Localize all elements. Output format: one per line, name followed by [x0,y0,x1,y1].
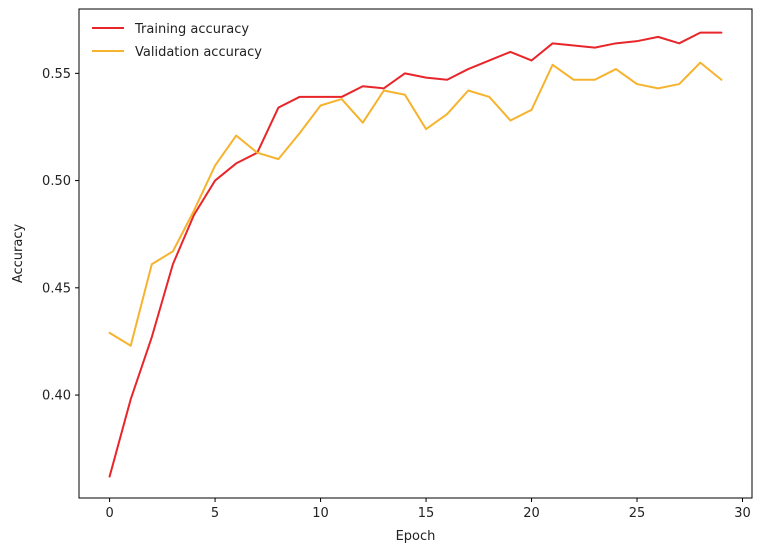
legend-label-validation: Validation accuracy [135,45,262,60]
x-axis-label: Epoch [396,529,436,544]
x-tick-label: 10 [312,506,329,521]
series-line-validation [108,61,723,347]
x-tick-label: 25 [629,506,646,521]
x-tick-label: 30 [734,506,751,521]
x-tick-label: 0 [105,506,113,521]
y-axis-ticks: 0.40 0.45 0.50 0.55 [42,67,79,404]
x-tick-label: 5 [211,506,219,521]
x-tick-label: 15 [418,506,435,521]
x-tick-label: 20 [523,506,540,521]
y-tick-label: 0.50 [42,174,71,189]
plot-frame [78,8,753,499]
y-tick-label: 0.40 [42,389,71,404]
y-axis-label: Accuracy [11,224,26,284]
x-axis-ticks: 0 5 10 15 20 25 30 [105,498,751,521]
y-tick-label: 0.45 [42,281,71,296]
series-line-training [108,31,723,478]
plot-marks [108,31,723,478]
y-tick-label: 0.55 [42,67,71,82]
legend: Training accuracy Validation accuracy [92,22,262,60]
legend-label-training: Training accuracy [134,22,249,37]
